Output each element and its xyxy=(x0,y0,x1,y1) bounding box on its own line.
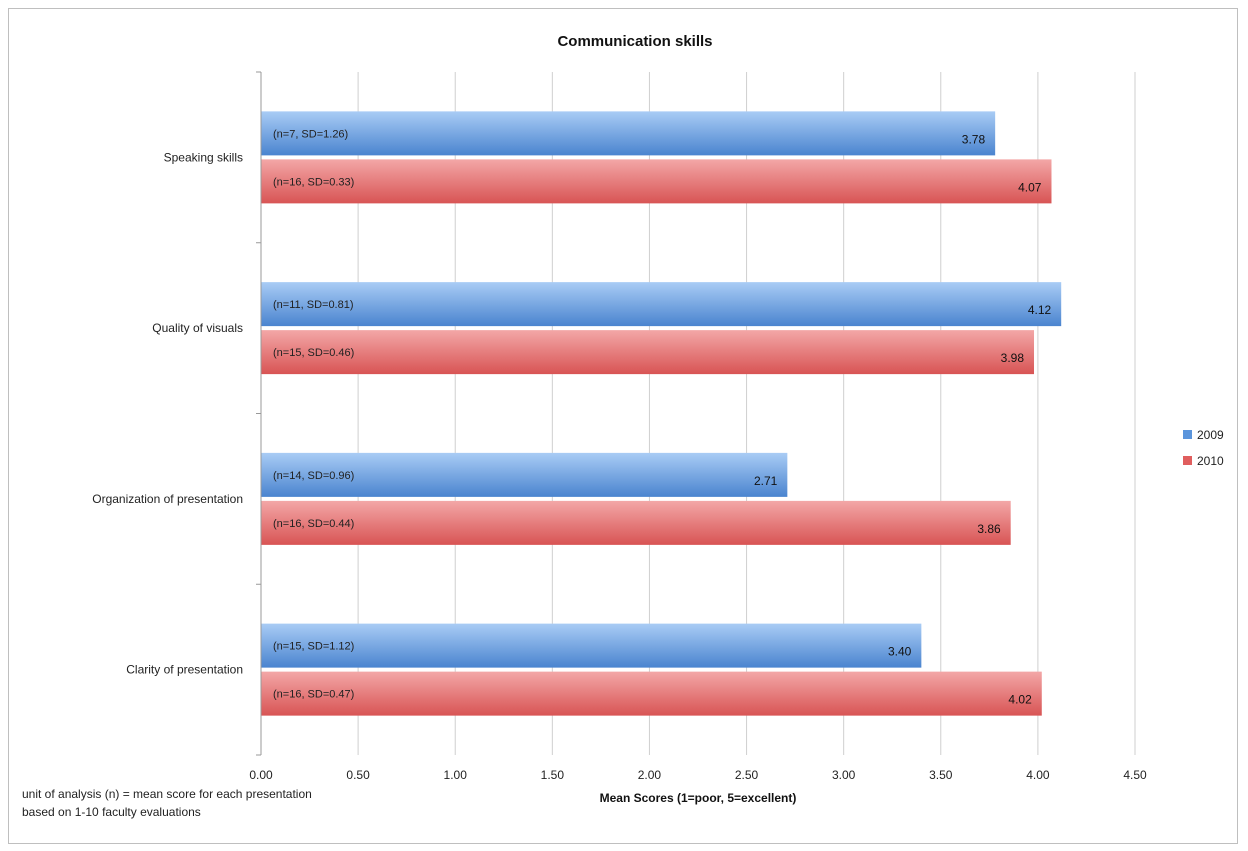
chart-title: Communication skills xyxy=(557,33,712,50)
bar-annotation: (n=11, SD=0.81) xyxy=(273,299,354,311)
footnote-line-1: unit of analysis (n) = mean score for ea… xyxy=(22,787,312,801)
bar-value-label: 3.86 xyxy=(977,522,1001,536)
bar-2010 xyxy=(261,500,1011,545)
bar-annotation: (n=7, SD=1.26) xyxy=(273,128,348,140)
x-tick-label: 4.50 xyxy=(1123,768,1147,782)
legend-swatch-2009 xyxy=(1183,430,1192,439)
category-label: Speaking skills xyxy=(164,150,243,164)
bar-annotation: (n=16, SD=0.47) xyxy=(273,689,354,701)
legend: 2009 2010 xyxy=(1183,428,1224,468)
bar-2009 xyxy=(261,452,788,497)
x-tick-label: 4.00 xyxy=(1026,768,1050,782)
x-tick-label: 2.50 xyxy=(735,768,759,782)
bar-value-label: 4.12 xyxy=(1028,303,1052,317)
bar-2010 xyxy=(261,159,1052,204)
bar-value-label: 3.98 xyxy=(1001,351,1025,365)
x-tick-label: 1.50 xyxy=(541,768,565,782)
legend-label: 2009 xyxy=(1197,428,1224,442)
x-tick-label: 2.00 xyxy=(638,768,662,782)
bar-value-label: 3.78 xyxy=(962,132,986,146)
bar-2009 xyxy=(261,282,1062,327)
bar-value-label: 2.71 xyxy=(754,474,778,488)
category-label: Clarity of presentation xyxy=(126,663,243,677)
bar-2010 xyxy=(261,671,1042,716)
x-tick-label: 0.00 xyxy=(249,768,273,782)
category-label: Organization of presentation xyxy=(92,492,243,506)
bar-annotation: (n=14, SD=0.96) xyxy=(273,470,354,482)
bar-annotation: (n=15, SD=1.12) xyxy=(273,641,354,653)
bar-2009 xyxy=(261,111,996,156)
bar-2009 xyxy=(261,623,922,668)
x-tick-label: 0.50 xyxy=(346,768,370,782)
bar-2010 xyxy=(261,330,1035,375)
x-tick-label: 3.00 xyxy=(832,768,856,782)
bar-value-label: 4.07 xyxy=(1018,180,1042,194)
legend-swatch-2010 xyxy=(1183,456,1192,465)
legend-label: 2010 xyxy=(1197,454,1224,468)
x-tick-label: 3.50 xyxy=(929,768,953,782)
category-label: Quality of visuals xyxy=(152,321,243,335)
axes: 0.00 0.50 1.00 1.50 2.00 2.50 3.00 3.50 4.00 4.50… xyxy=(92,71,1147,782)
bar-annotation: (n=16, SD=0.44) xyxy=(273,518,354,530)
footnote-line-2: based on 1-10 faculty evaluations xyxy=(22,805,201,819)
bar-annotation: (n=15, SD=0.46) xyxy=(273,347,354,359)
bars: (n=7, SD=1.26) 3.78 (n=16, SD=0.33) 4.07 (n=… xyxy=(261,111,1062,716)
x-axis-title: Mean Scores (1=poor, 5=excellent) xyxy=(600,791,797,805)
bar-value-label: 3.40 xyxy=(888,645,912,659)
x-tick-label: 1.00 xyxy=(444,768,468,782)
bar-value-label: 4.02 xyxy=(1008,693,1032,707)
bar-annotation: (n=16, SD=0.33) xyxy=(273,176,354,188)
